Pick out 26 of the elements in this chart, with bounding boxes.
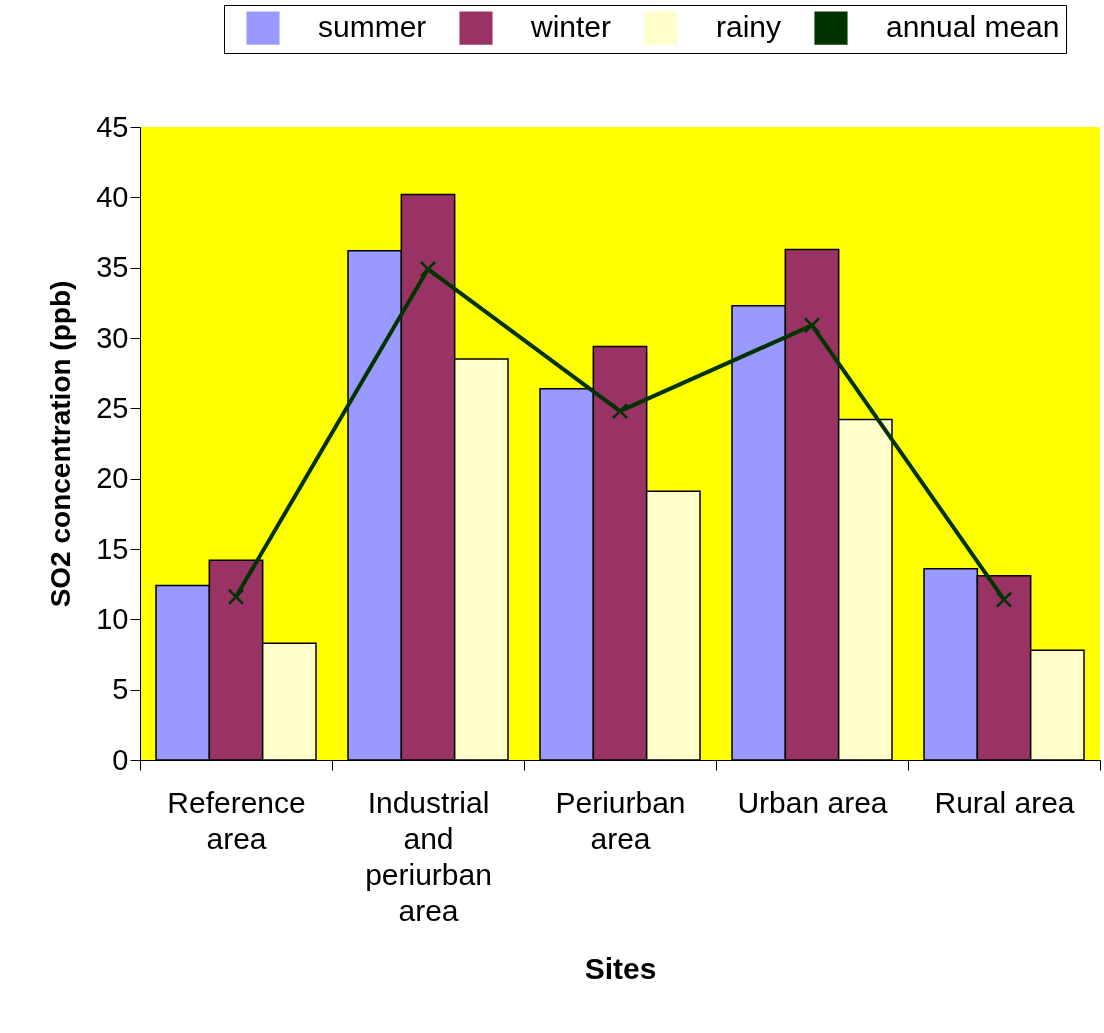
point bbox=[995, 591, 1013, 608]
point bbox=[803, 317, 821, 334]
y-tick-label: 25 bbox=[96, 391, 129, 424]
legend-label: annual mean bbox=[886, 10, 1060, 44]
y-tick-label: 0 bbox=[112, 743, 129, 776]
y-tick-label: 15 bbox=[96, 532, 129, 565]
x-tick-label: Industrial and periurban area bbox=[365, 785, 492, 927]
x-tick-label: Periurban area bbox=[555, 785, 686, 855]
y-tick-label: 45 bbox=[96, 110, 129, 143]
point bbox=[611, 402, 629, 420]
legend-label: rainy bbox=[716, 10, 782, 44]
y-tick-label: 5 bbox=[112, 673, 129, 706]
x-tick-label: Rural area bbox=[934, 785, 1075, 819]
point bbox=[227, 588, 245, 606]
y-axis-title: SO2 concentration (ppb) bbox=[45, 280, 77, 608]
y-tick-label: 20 bbox=[96, 462, 129, 495]
x-tick-label: Urban area bbox=[737, 785, 888, 819]
legend-label: summer bbox=[318, 10, 427, 44]
x-tick-label: Reference area bbox=[167, 785, 306, 855]
y-tick-label: 30 bbox=[96, 321, 129, 354]
legend-label: winter bbox=[530, 10, 612, 44]
y-tick-label: 10 bbox=[96, 602, 129, 635]
y-tick-label: 35 bbox=[96, 251, 129, 284]
x-axis-title: Sites bbox=[584, 951, 657, 985]
y-tick-label: 40 bbox=[96, 180, 129, 213]
point bbox=[419, 260, 437, 278]
